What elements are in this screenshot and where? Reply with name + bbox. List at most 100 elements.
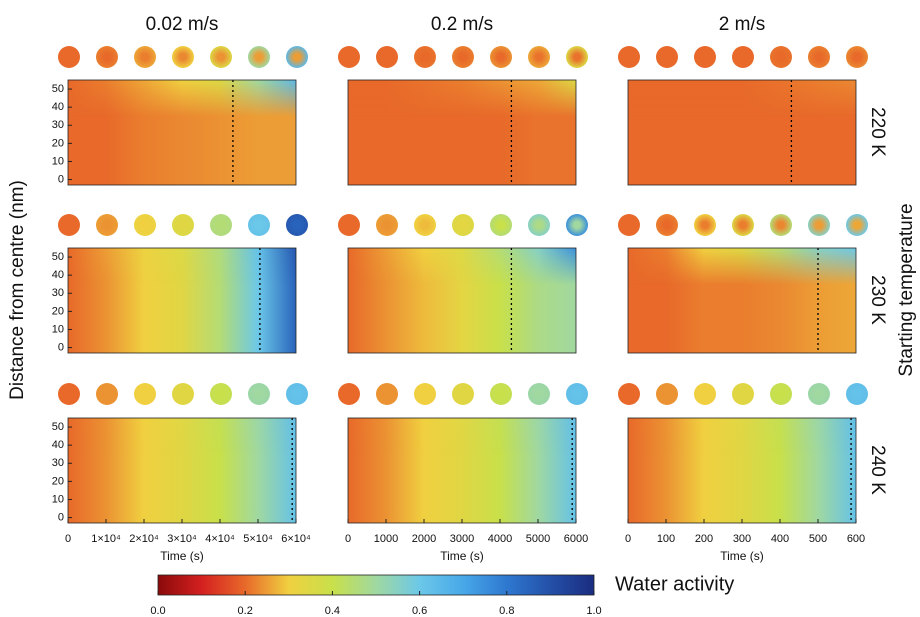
particle [694, 383, 716, 405]
x-tick-label: 6×10⁴ [281, 533, 311, 545]
x-tick-label: 300 [733, 533, 751, 545]
panel-frame [627, 247, 857, 354]
x-tick-label: 3000 [450, 533, 474, 545]
particle [566, 214, 588, 236]
particle [566, 46, 588, 68]
panel-frame [627, 79, 857, 186]
colorbar-tick-label: 0.4 [325, 605, 340, 617]
row-label: 240 K [867, 445, 888, 495]
particle [732, 214, 754, 236]
heatmap-surface [68, 80, 296, 185]
row-label: 230 K [867, 275, 888, 325]
particle [248, 214, 270, 236]
colorbar-tick-label: 0.6 [412, 605, 427, 617]
heatmap-surface [68, 248, 296, 353]
particle [656, 383, 678, 405]
particle [490, 46, 512, 68]
heatmap-surface [348, 248, 576, 353]
y-tick-label: 50 [52, 421, 64, 433]
y-tick-label: 10 [52, 323, 64, 335]
x-tick-label: 0 [345, 533, 351, 545]
heatmap-surface [628, 418, 856, 523]
panel-frame [347, 79, 577, 186]
x-tick-label: 2×10⁴ [129, 533, 159, 545]
particle [808, 383, 830, 405]
particle [528, 214, 550, 236]
particle [338, 46, 360, 68]
particle [566, 383, 588, 405]
y-tick-label: 0 [58, 341, 64, 353]
particle [770, 46, 792, 68]
y-tick-label: 20 [52, 137, 64, 149]
particle [286, 214, 308, 236]
particle [528, 46, 550, 68]
particle [808, 46, 830, 68]
particle [134, 214, 156, 236]
y-tick-label: 50 [52, 251, 64, 263]
particle [286, 46, 308, 68]
particle [846, 214, 868, 236]
heatmap-surface [68, 418, 296, 523]
particle [490, 383, 512, 405]
particle [414, 383, 436, 405]
x-tick-label: 600 [847, 533, 865, 545]
particle [618, 383, 640, 405]
heatmap-surface [628, 248, 856, 353]
y-tick-label: 0 [58, 511, 64, 523]
x-tick-label: 2000 [412, 533, 436, 545]
particle [452, 46, 474, 68]
x-tick-label: 0 [65, 533, 71, 545]
panel-frame [347, 247, 577, 354]
particle [172, 46, 194, 68]
colorbar-tick-label: 0.8 [499, 605, 514, 617]
x-tick-label: 6000 [564, 533, 588, 545]
right-label: Starting temperature [896, 203, 917, 376]
particle [58, 46, 80, 68]
particle [172, 383, 194, 405]
particle [656, 46, 678, 68]
panel-frame [67, 247, 297, 354]
particle [134, 46, 156, 68]
particle [96, 214, 118, 236]
particle [248, 46, 270, 68]
particle [172, 214, 194, 236]
x-tick-label: 200 [695, 533, 713, 545]
particle [210, 214, 232, 236]
particle [210, 383, 232, 405]
column-title: 2 m/s [719, 14, 765, 35]
particle [452, 383, 474, 405]
column-title: 0.02 m/s [146, 14, 219, 35]
particle [490, 214, 512, 236]
particle [58, 383, 80, 405]
y-tick-label: 10 [52, 155, 64, 167]
x-tick-label: 3×10⁴ [167, 533, 197, 545]
column-title: 0.2 m/s [431, 14, 493, 35]
y-tick-label: 20 [52, 475, 64, 487]
particle [414, 214, 436, 236]
particle [452, 214, 474, 236]
y-tick-label: 30 [52, 457, 64, 469]
y-tick-label: 10 [52, 493, 64, 505]
y-tick-label: 40 [52, 101, 64, 113]
colorbar-tick-label: 1.0 [586, 605, 601, 617]
x-tick-label: 4×10⁴ [205, 533, 235, 545]
x-tick-label: 5×10⁴ [243, 533, 273, 545]
y-axis-label: Distance from centre (nm) [7, 180, 28, 400]
y-tick-label: 50 [52, 83, 64, 95]
x-tick-label: 5000 [526, 533, 550, 545]
particle [694, 46, 716, 68]
particle [414, 46, 436, 68]
particle [210, 46, 232, 68]
y-tick-label: 40 [52, 439, 64, 451]
particle [376, 383, 398, 405]
x-tick-label: 400 [771, 533, 789, 545]
colorbar-label: Water activity [615, 573, 734, 595]
particle [694, 214, 716, 236]
heatmap-surface [348, 80, 576, 185]
particle [732, 383, 754, 405]
particle [808, 214, 830, 236]
particle [96, 46, 118, 68]
particle [134, 383, 156, 405]
particle [338, 214, 360, 236]
